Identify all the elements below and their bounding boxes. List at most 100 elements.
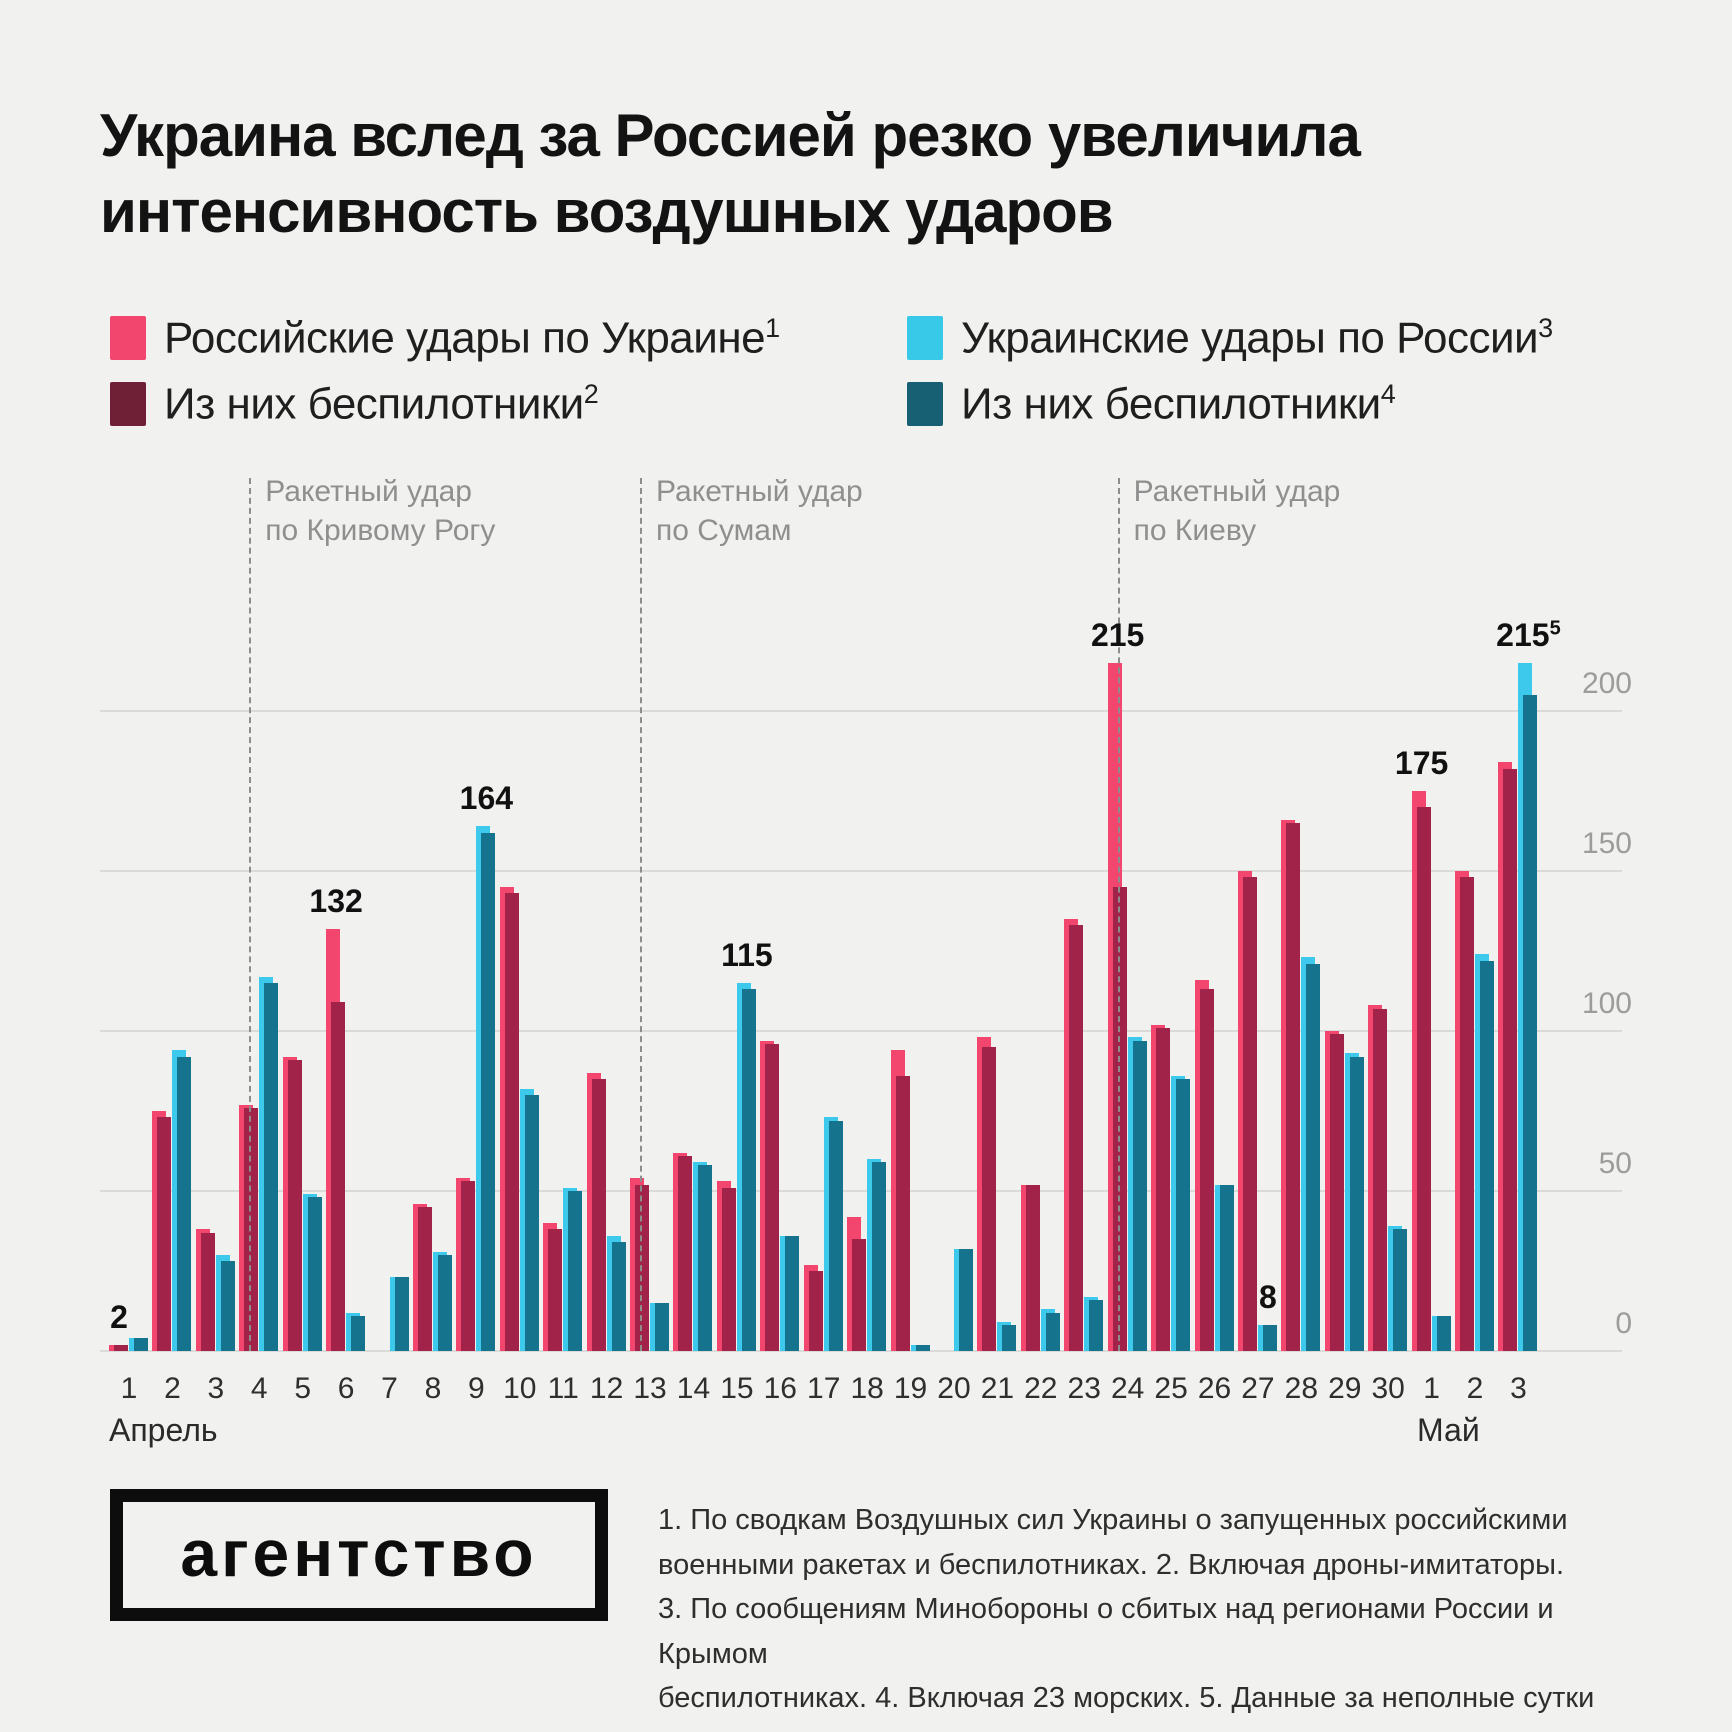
bar-ukrd-day-3 <box>220 1261 235 1351</box>
value-label-132-day-6: 132 <box>309 882 363 919</box>
day-tick-33: 3 <box>1510 1372 1527 1405</box>
annotation-line-2 <box>640 478 643 1351</box>
day-tick-24: 24 <box>1110 1372 1145 1405</box>
legend-item-rus-drones: Из них беспилотники2 <box>110 378 599 430</box>
value-label-175-day-1: 175 <box>1394 745 1449 781</box>
day-tick-12: 12 <box>589 1372 624 1405</box>
bar-ukrd-day-20 <box>958 1248 973 1351</box>
day-tick-32: 2 <box>1466 1372 1484 1405</box>
day-column-4 <box>239 0 279 1351</box>
page-title: Украина вслед за Россией резко увеличила… <box>100 102 1361 245</box>
day-column-14 <box>673 0 713 1351</box>
legend-label-rus-drones: Из них беспилотники <box>164 379 584 429</box>
day-column-25 <box>1151 0 1191 1351</box>
bar-rusd-day-29 <box>1329 1034 1344 1351</box>
day-tick-14: 14 <box>676 1372 711 1405</box>
gridline-50 <box>100 1190 1622 1192</box>
day-column-2 <box>152 0 192 1351</box>
day-tick-20: 20 <box>937 1372 971 1405</box>
day-tick-2: 2 <box>164 1372 181 1405</box>
bar-ukrd-day-14 <box>698 1165 713 1351</box>
day-tick-19: 19 <box>893 1372 928 1405</box>
bar-rusd-day-22 <box>1025 1184 1040 1351</box>
day-column-8 <box>412 0 453 1351</box>
gridline-200 <box>100 710 1622 712</box>
day-tick-28: 28 <box>1284 1372 1319 1405</box>
day-tick-17: 17 <box>807 1372 841 1405</box>
bar-ukrd-day-21 <box>1002 1325 1017 1351</box>
day-column-13 <box>630 0 670 1351</box>
legend-item-ukr-strikes: Украинские удары по России3 <box>907 312 1553 364</box>
day-tick-25: 25 <box>1154 1372 1188 1405</box>
legend-swatch-ukr-strikes <box>907 316 943 360</box>
bar-ukrd-day-22 <box>1045 1312 1060 1351</box>
day-column-9 <box>456 0 496 1351</box>
legend-swatch-rus-drones <box>110 382 146 426</box>
bar-rusd-day-19 <box>895 1075 910 1351</box>
day-tick-3: 3 <box>207 1372 225 1405</box>
month-label-may: Май <box>1417 1412 1480 1448</box>
bar-rusd-day-2 <box>157 1117 172 1351</box>
bar-rusd-day-17 <box>808 1271 823 1351</box>
day-tick-23: 23 <box>1067 1372 1101 1405</box>
legend-item-ukr-drones: Из них беспилотники4 <box>907 378 1396 430</box>
bar-ukrd-day-12 <box>611 1242 626 1351</box>
bar-ukrd-day-26 <box>1219 1184 1234 1351</box>
bar-ukrd-day-2 <box>1480 960 1495 1351</box>
bar-ukrd-day-7 <box>394 1277 409 1351</box>
value-label-164-day-9: 164 <box>459 780 514 817</box>
footnotes: 1. По сводкам Воздушных сил Украины о за… <box>658 1504 1595 1714</box>
bar-ukrd-day-10 <box>524 1095 539 1351</box>
bar-ukrd-day-24 <box>1132 1040 1147 1351</box>
bar-ukrd-day-13 <box>655 1303 670 1351</box>
bar-rusd-day-12 <box>591 1079 606 1351</box>
month-label-april: Апрель <box>109 1412 218 1448</box>
bar-ukrd-day-1 <box>134 1338 148 1351</box>
bar-ukrd-day-18 <box>872 1162 887 1351</box>
annotation-line-1 <box>249 478 252 1351</box>
bar-rusd-day-16 <box>765 1043 780 1351</box>
day-tick-8: 8 <box>424 1372 442 1405</box>
day-tick-6: 6 <box>337 1372 355 1405</box>
day-tick-27: 27 <box>1241 1372 1275 1405</box>
bar-rusd-day-24 <box>1112 887 1127 1351</box>
legend-sup-4: 4 <box>1380 378 1396 409</box>
bar-ukrd-day-2 <box>177 1056 192 1351</box>
bar-rusd-day-3 <box>200 1232 215 1351</box>
agentstvo-logo: агентство <box>110 1489 608 1621</box>
legend-sup-1: 1 <box>765 312 780 343</box>
bar-ukrd-day-1 <box>1436 1315 1451 1351</box>
bar-ukrd-day-4 <box>264 983 279 1351</box>
y-tick-label-200: 200 <box>1581 667 1632 700</box>
legend-sup-2: 2 <box>583 378 599 409</box>
bar-rusd-day-11 <box>548 1229 563 1351</box>
bar-ukrd-day-3 <box>1523 695 1538 1351</box>
bar-rusd-day-28 <box>1286 823 1301 1351</box>
bar-rusd-day-6 <box>331 1002 346 1351</box>
gridline-0 <box>100 1350 1622 1352</box>
day-tick-9: 9 <box>468 1372 485 1405</box>
day-tick-1: 1 <box>120 1372 138 1405</box>
day-column-27 <box>1237 0 1278 1351</box>
day-tick-16: 16 <box>763 1372 797 1405</box>
bar-rusd-day-1 <box>1416 807 1431 1351</box>
day-tick-21: 21 <box>980 1372 1015 1405</box>
bar-rusd-day-27 <box>1242 877 1257 1351</box>
day-column-11 <box>543 0 583 1351</box>
value-label-2-day-1: 2 <box>110 1298 128 1335</box>
y-tick-label-100: 100 <box>1581 987 1632 1020</box>
day-tick-22: 22 <box>1024 1372 1058 1405</box>
day-tick-7: 7 <box>381 1372 398 1405</box>
bar-ukrd-day-28 <box>1306 963 1321 1351</box>
bar-rusd-day-5 <box>287 1059 302 1351</box>
bar-rusd-day-23 <box>1069 925 1084 1351</box>
legend-label-ukr-drones: Из них беспилотники <box>961 379 1381 429</box>
y-tick-label-150: 150 <box>1581 827 1632 860</box>
day-tick-5: 5 <box>294 1372 312 1405</box>
day-column-20 <box>934 0 974 1351</box>
bar-ukrd-day-23 <box>1089 1299 1104 1351</box>
bar-rusd-day-18 <box>852 1239 867 1351</box>
bar-rusd-day-10 <box>504 893 519 1351</box>
day-column-24 <box>1107 0 1148 1351</box>
